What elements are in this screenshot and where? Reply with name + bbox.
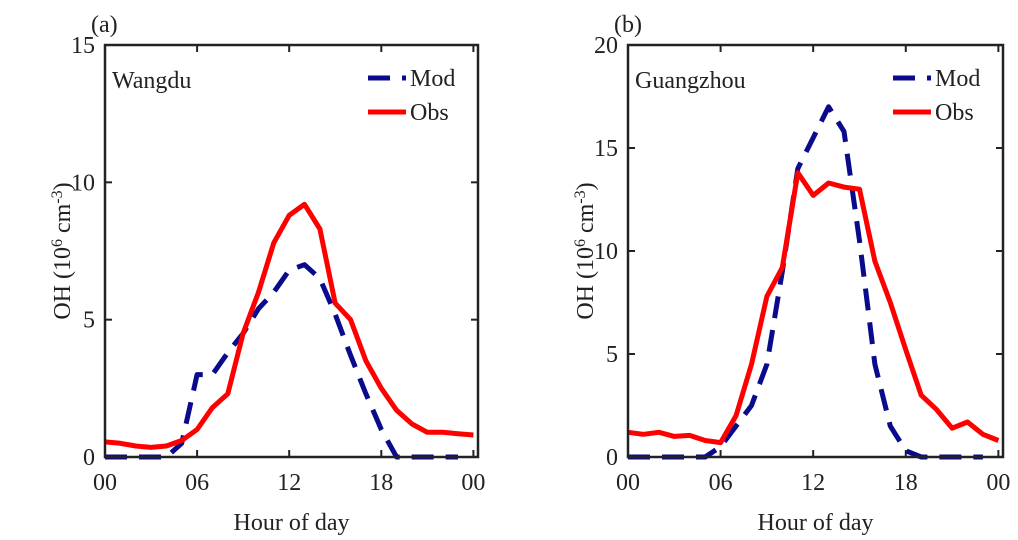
x-axis-label: Hour of day [758, 510, 874, 536]
x-tick-label: 18 [369, 470, 393, 496]
panel-label: (a) [91, 12, 118, 38]
x-tick-label: 12 [801, 470, 825, 496]
y-tick-label: 0 [606, 445, 618, 471]
y-axis-label-part: ) [50, 182, 76, 190]
y-tick-label: 15 [594, 136, 618, 162]
y-tick-label: 10 [71, 170, 95, 196]
annotation: Guangzhou [635, 68, 746, 94]
y-tick-label: 10 [594, 239, 618, 265]
x-tick-label: 06 [709, 470, 733, 496]
legend-label: Mod [935, 66, 980, 92]
series-line [104, 201, 474, 450]
y-tick-label: 15 [71, 33, 95, 59]
legend-label: Mod [410, 66, 455, 92]
series-line [627, 170, 1000, 446]
panel: 0 5 10 15 20 00 06 12 18 00 Mod Obs (b) Guangzhou Hour… [572, 12, 1011, 536]
x-tick-label: 00 [461, 470, 485, 496]
y-axis-label-part: ) [573, 182, 599, 190]
x-tick-label: 00 [616, 470, 640, 496]
x-tick-label: 06 [185, 470, 209, 496]
series-line [105, 262, 458, 460]
y-tick-label: 5 [83, 308, 95, 334]
y-tick-label: 5 [606, 342, 618, 368]
y-axis-label-part: cm [50, 203, 76, 239]
x-tick-label: 12 [277, 470, 301, 496]
legend-label: Obs [935, 100, 974, 126]
legend-label: Obs [410, 100, 449, 126]
y-tick-label: 20 [594, 33, 618, 59]
y-axis-label-part: 6 [49, 239, 66, 247]
y-axis-label-part: OH (10 [573, 247, 599, 320]
y-axis-label: OH (106 cm-3) [572, 182, 600, 319]
x-tick-label: 00 [93, 470, 117, 496]
panel-label: (b) [614, 12, 642, 38]
y-tick-label: 0 [83, 445, 95, 471]
panel: 0 5 10 15 00 06 12 18 00 Mod Obs (a) Wangdu Hour of d… [49, 12, 486, 536]
y-axis-label: OH (106 cm-3) [49, 182, 77, 319]
axes-frame [626, 43, 1005, 459]
y-axis-label-part: -3 [49, 190, 66, 203]
y-axis-label-part: OH (10 [50, 247, 76, 320]
y-axis-label-part: -3 [572, 190, 589, 203]
annotation: Wangdu [112, 68, 191, 94]
x-tick-label: 18 [894, 470, 918, 496]
y-axis-label-part: cm [573, 203, 599, 239]
x-tick-label: 00 [986, 470, 1010, 496]
axes-frame [103, 43, 480, 459]
y-axis-label-part: 6 [572, 239, 589, 247]
x-axis-label: Hour of day [234, 510, 350, 536]
